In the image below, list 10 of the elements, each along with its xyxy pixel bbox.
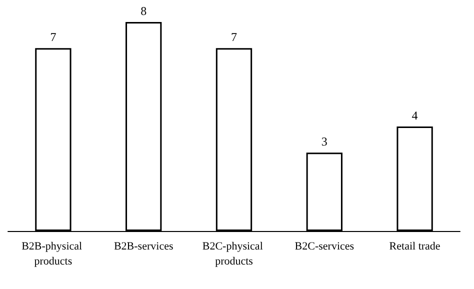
x-tick-label: B2B-physical products	[22, 240, 85, 268]
x-tick-label: B2B-services	[114, 240, 174, 252]
x-tick-label: B2C-services	[294, 240, 354, 252]
data-label: 3	[321, 134, 328, 149]
data-label: 4	[412, 108, 418, 122]
x-tick-label: B2C-physical products	[202, 240, 266, 268]
x-tick-label: Retail trade	[389, 240, 440, 252]
data-label: 8	[140, 4, 147, 18]
data-label: 7	[231, 30, 237, 44]
data-label: 7	[50, 30, 56, 44]
